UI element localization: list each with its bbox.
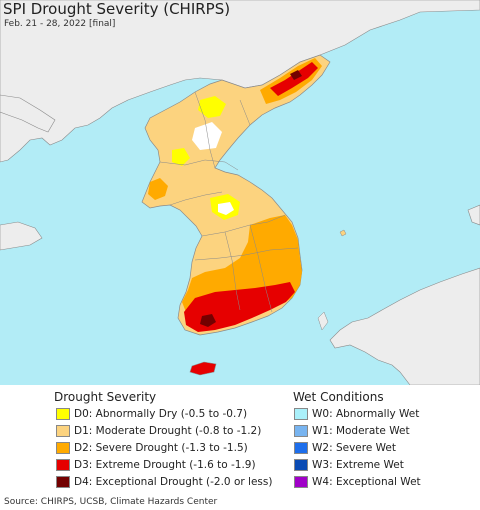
legend-label: D1: Moderate Drought (-0.8 to -1.2) xyxy=(74,425,262,437)
legend-label: D2: Severe Drought (-1.3 to -1.5) xyxy=(74,442,248,454)
w0-swatch xyxy=(294,408,308,420)
legend-label: D4: Exceptional Drought (-2.0 or less) xyxy=(74,476,273,488)
legend-label: D0: Abnormally Dry (-0.5 to -0.7) xyxy=(74,408,248,420)
legend-item-d0: D0: Abnormally Dry (-0.5 to -0.7) xyxy=(56,407,247,421)
d4-patch-south xyxy=(200,314,216,327)
shandong-peninsula xyxy=(0,221,43,251)
legend-label: W4: Exceptional Wet xyxy=(312,476,421,488)
normal-patch-north xyxy=(192,122,222,150)
legend-item-d1: D1: Moderate Drought (-0.8 to -1.2) xyxy=(56,424,261,438)
d3-swatch xyxy=(56,459,70,471)
d4-swatch xyxy=(56,476,70,488)
d2-region-west xyxy=(148,178,168,200)
page-title: SPI Drought Severity (CHIRPS) xyxy=(3,0,231,18)
page-subtitle: Feb. 21 - 28, 2022 [final] xyxy=(4,19,116,29)
d1-swatch xyxy=(56,425,70,437)
legend-item-w2: W2: Severe Wet xyxy=(294,441,396,455)
w1-swatch xyxy=(294,425,308,437)
w4-swatch xyxy=(294,476,308,488)
drought-legend-heading: Drought Severity xyxy=(54,390,157,404)
japan-landmass xyxy=(329,267,480,385)
wet-legend-heading: Wet Conditions xyxy=(293,390,384,404)
legend-label: W0: Abnormally Wet xyxy=(312,408,420,420)
d0-patch-west xyxy=(172,148,190,166)
d0-swatch xyxy=(56,408,70,420)
normal-patch-center xyxy=(218,202,234,215)
legend-item-w0: W0: Abnormally Wet xyxy=(294,407,419,421)
drought-map: SPI Drought Severity (CHIRPS) Feb. 21 - … xyxy=(0,0,480,385)
source-credit: Source: CHIRPS, UCSB, Climate Hazards Ce… xyxy=(4,497,218,507)
w3-swatch xyxy=(294,459,308,471)
legend-label: D3: Extreme Drought (-1.6 to -1.9) xyxy=(74,459,256,471)
w2-swatch xyxy=(294,442,308,454)
legend-label: W3: Extreme Wet xyxy=(312,459,404,471)
legend-label: W1: Moderate Wet xyxy=(312,425,410,437)
legend-item-d4: D4: Exceptional Drought (-2.0 or less) xyxy=(56,475,272,489)
ulleung-island xyxy=(339,229,347,237)
liaodong-peninsula xyxy=(0,94,56,133)
d4-patch-north xyxy=(290,70,302,80)
province-borders xyxy=(159,91,299,313)
map-canvas xyxy=(0,0,480,385)
china-russia-landmass xyxy=(0,0,480,163)
japan-hokkaido-edge xyxy=(467,204,480,226)
legend-item-w4: W4: Exceptional Wet xyxy=(294,475,421,489)
legend-item-d3: D3: Extreme Drought (-1.6 to -1.9) xyxy=(56,458,256,472)
tsushima-island xyxy=(317,311,329,331)
legend-item-w3: W3: Extreme Wet xyxy=(294,458,404,472)
d3-jeju xyxy=(189,361,217,376)
legend-label: W2: Severe Wet xyxy=(312,442,396,454)
legend-item-d2: D2: Severe Drought (-1.3 to -1.5) xyxy=(56,441,248,455)
d2-swatch xyxy=(56,442,70,454)
legend-item-w1: W1: Moderate Wet xyxy=(294,424,410,438)
d0-patch-north xyxy=(198,96,226,118)
